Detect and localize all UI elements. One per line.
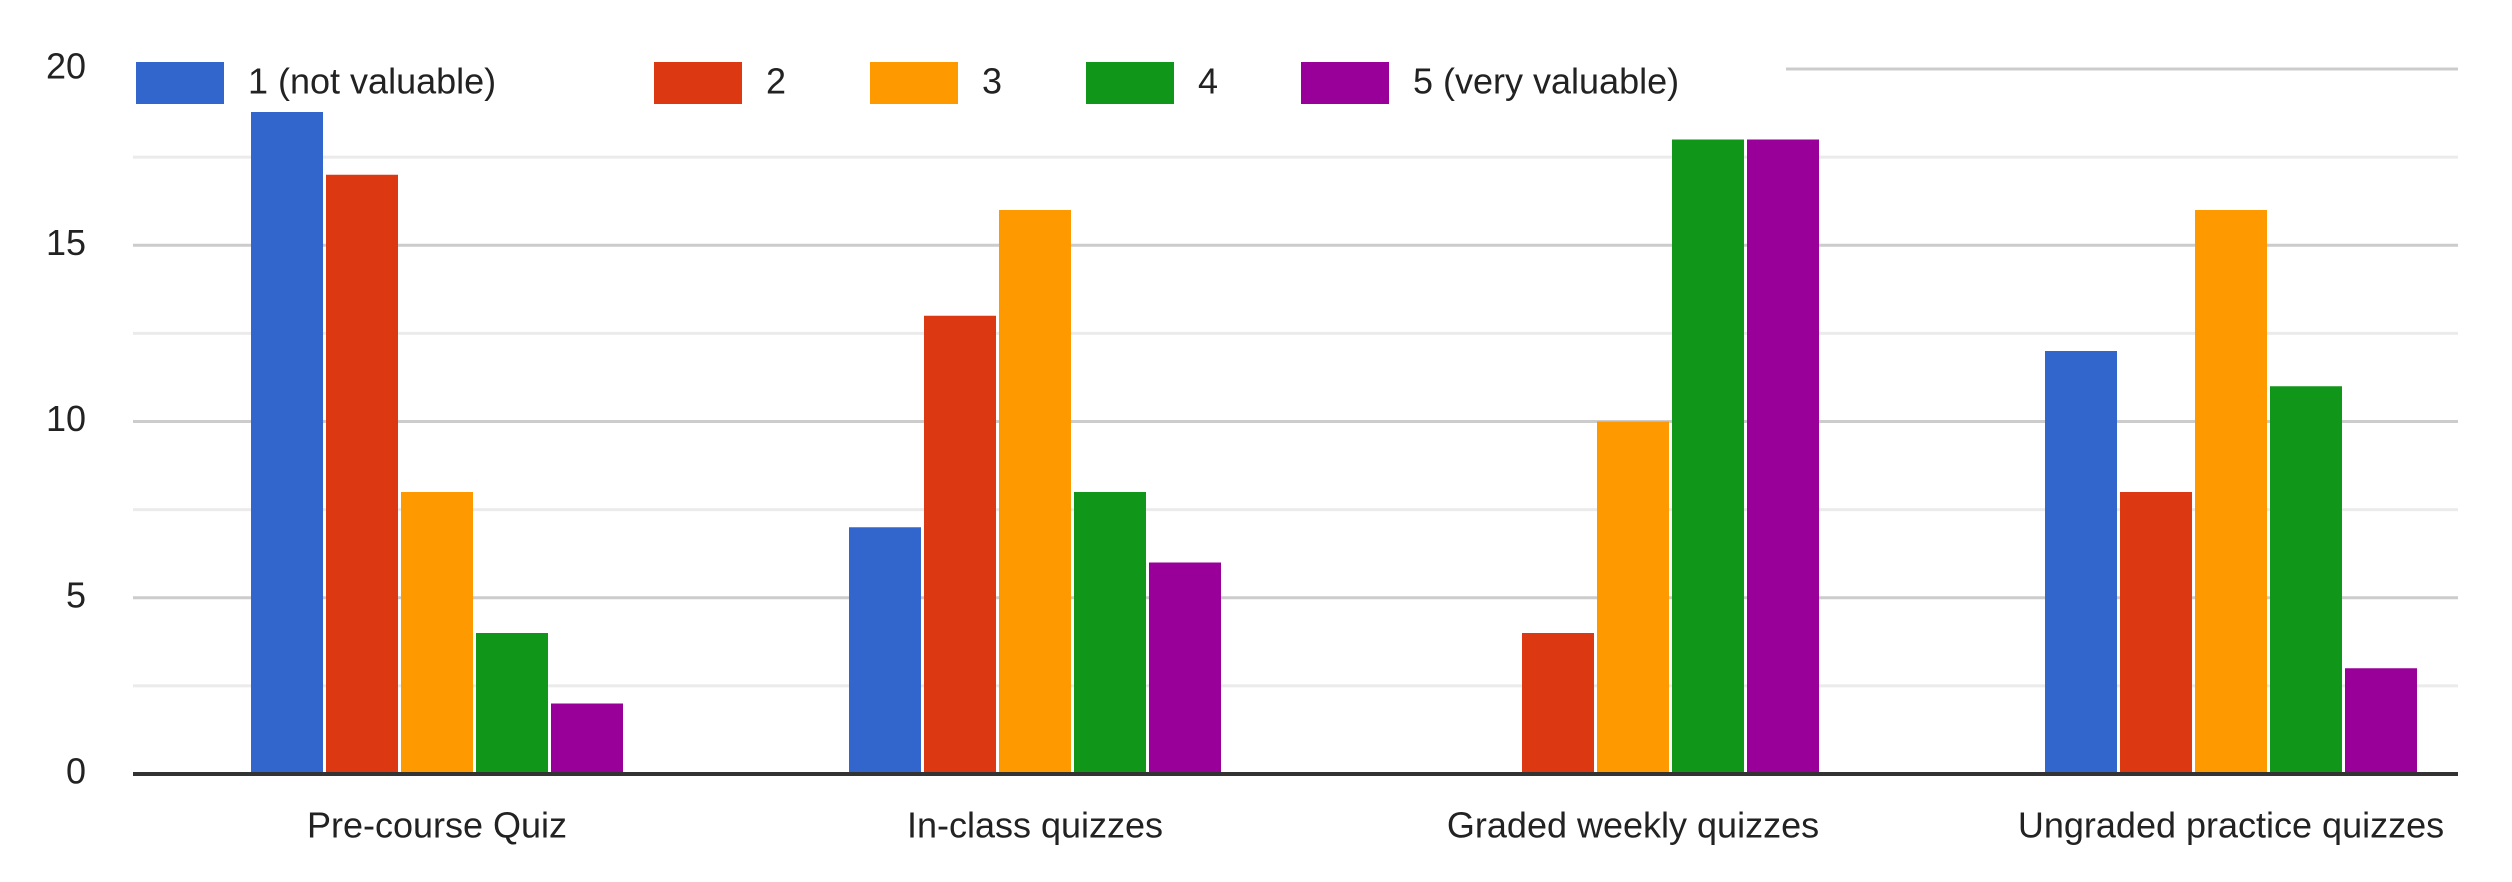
legend: 1 (not valuable) 2 3 4 5 (very valuable) — [126, 52, 1786, 112]
bar — [1074, 492, 1146, 774]
bar — [849, 527, 921, 774]
x-tick-label: Pre-course Quiz — [307, 805, 567, 846]
y-tick-label: 0 — [66, 751, 86, 792]
y-tick-label: 5 — [66, 574, 86, 615]
bar — [2270, 386, 2342, 774]
x-tick-label: Graded weekly quizzes — [1447, 805, 1819, 846]
legend-swatch — [1301, 62, 1389, 104]
bar — [326, 174, 398, 774]
legend-swatch — [654, 62, 742, 104]
bar — [1522, 633, 1594, 774]
bar — [2345, 668, 2417, 774]
x-tick-label: In-class quizzes — [907, 805, 1163, 846]
bar — [924, 315, 996, 774]
bar — [2195, 210, 2267, 774]
legend-swatch — [136, 62, 224, 104]
bar — [2045, 351, 2117, 774]
bar — [1597, 421, 1669, 774]
axis: 0 5 10 15 20 — [46, 46, 2458, 792]
bar — [251, 104, 323, 774]
bar — [1149, 562, 1221, 774]
x-labels: Pre-course Quiz In-class quizzes Graded we… — [307, 805, 2444, 846]
legend-swatch — [870, 62, 958, 104]
y-tick-label: 20 — [46, 46, 86, 87]
bar — [476, 633, 548, 774]
y-tick-label: 10 — [46, 398, 86, 439]
bar — [1747, 139, 1819, 774]
legend-swatch — [1086, 62, 1174, 104]
x-tick-label: Ungraded practice quizzes — [2018, 805, 2444, 846]
legend-label: 1 (not valuable) — [248, 61, 496, 102]
bar — [999, 210, 1071, 774]
bar — [401, 492, 473, 774]
legend-label: 3 — [982, 61, 1002, 102]
y-tick-label: 15 — [46, 222, 86, 263]
bar — [1672, 139, 1744, 774]
bars — [251, 104, 2417, 774]
bar — [551, 703, 623, 774]
legend-label: 2 — [766, 61, 786, 102]
legend-label: 4 — [1198, 61, 1218, 102]
bar — [2120, 492, 2192, 774]
legend-label: 5 (very valuable) — [1413, 61, 1679, 102]
